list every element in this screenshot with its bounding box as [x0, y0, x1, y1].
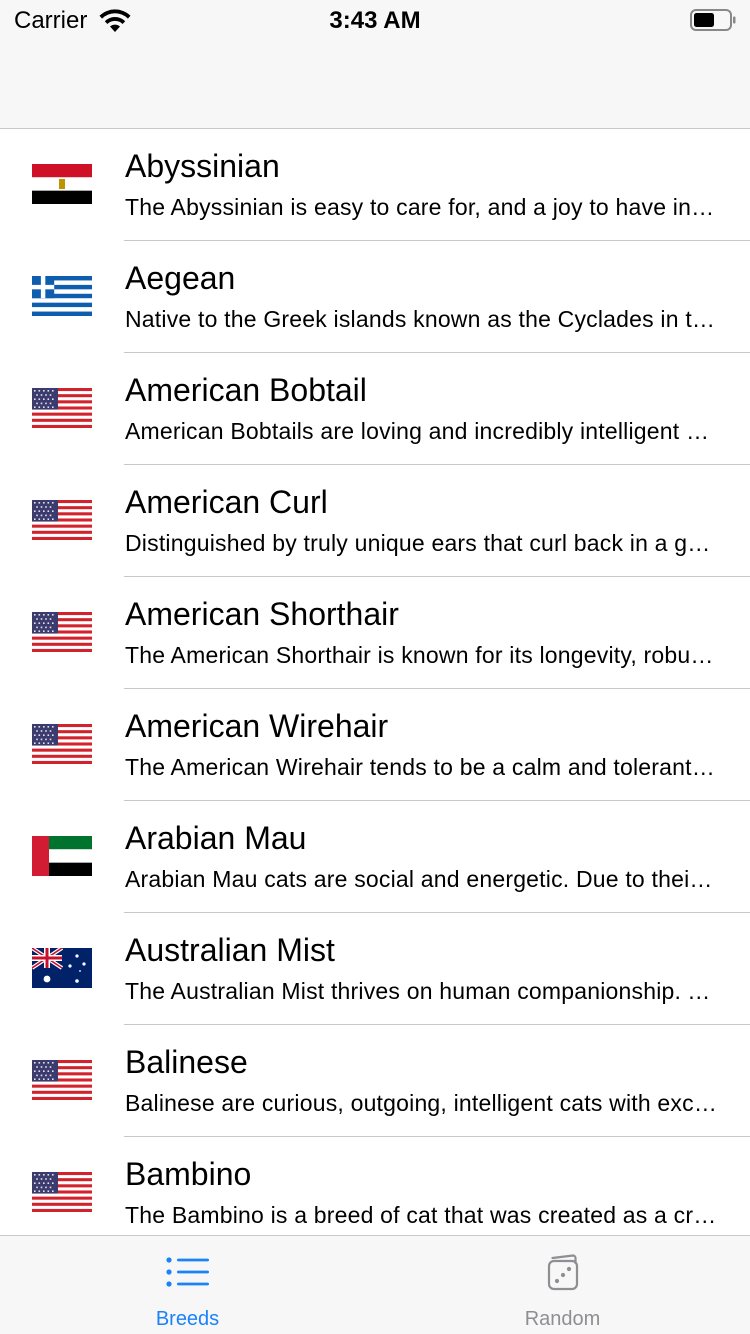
tab-label: Random [524, 1308, 601, 1330]
row-separator [124, 800, 750, 801]
breed-description: The American Wirehair tends to be a calm… [125, 754, 717, 780]
usa-flag-icon [32, 724, 92, 764]
breed-description: The American Shorthair is known for its … [125, 642, 717, 668]
australia-flag-icon [32, 948, 92, 988]
breed-name: American Bobtail [125, 372, 367, 408]
breed-name: Abyssinian [125, 148, 280, 184]
list-item[interactable]: Arabian Mau Arabian Mau cats are social … [0, 801, 750, 913]
usa-flag-icon [32, 1172, 92, 1212]
greece-flag-icon [32, 276, 92, 316]
row-separator [124, 688, 750, 689]
row-separator [124, 1024, 750, 1025]
egypt-flag-icon [32, 164, 92, 204]
list-item[interactable]: American Bobtail American Bobtails are l… [0, 353, 750, 465]
battery-icon [690, 9, 736, 31]
uae-flag-icon [32, 836, 92, 876]
wifi-icon [99, 9, 131, 32]
list-item[interactable]: American Wirehair The American Wirehair … [0, 689, 750, 801]
breed-description: Native to the Greek islands known as the… [125, 306, 717, 332]
list-item[interactable]: American Curl Distinguished by truly uni… [0, 465, 750, 577]
list-item[interactable]: Bambino The Bambino is a breed of cat th… [0, 1137, 750, 1235]
list-item[interactable]: Australian Mist The Australian Mist thri… [0, 913, 750, 1025]
dice-icon [547, 1254, 578, 1291]
breed-name: Arabian Mau [125, 820, 307, 856]
list-item[interactable]: Aegean Native to the Greek islands known… [0, 241, 750, 353]
tab-breeds[interactable]: Breeds [0, 1236, 375, 1334]
list-item[interactable]: American Shorthair The American Shorthai… [0, 577, 750, 689]
tab-random[interactable]: Random [375, 1236, 750, 1334]
breed-name: Bambino [125, 1156, 252, 1192]
usa-flag-icon [32, 612, 92, 652]
tab-label: Breeds [155, 1308, 220, 1330]
usa-flag-icon [32, 500, 92, 540]
breed-name: American Curl [125, 484, 328, 520]
navigation-bar [0, 0, 750, 129]
breed-description: The Australian Mist thrives on human com… [125, 978, 717, 1004]
breed-name: American Wirehair [125, 708, 389, 744]
tab-bar: Breeds Random [0, 1235, 750, 1334]
row-separator [124, 240, 750, 241]
usa-flag-icon [32, 388, 92, 428]
breed-name: Balinese [125, 1044, 248, 1080]
breeds-list[interactable]: Abyssinian The Abyssinian is easy to car… [0, 129, 750, 1235]
list-icon [165, 1257, 209, 1287]
row-separator [124, 352, 750, 353]
list-item[interactable]: Abyssinian The Abyssinian is easy to car… [0, 129, 750, 241]
breed-description: Balinese are curious, outgoing, intellig… [125, 1090, 717, 1116]
breed-description: Distinguished by truly unique ears that … [125, 530, 717, 556]
breed-description: The Abyssinian is easy to care for, and … [125, 194, 717, 220]
breed-name: Australian Mist [125, 932, 335, 968]
carrier-label: Carrier [14, 7, 88, 34]
breed-description: American Bobtails are loving and incredi… [125, 418, 717, 444]
row-separator [124, 912, 750, 913]
clock: 3:43 AM [329, 7, 421, 34]
list-item[interactable]: Balinese Balinese are curious, outgoing,… [0, 1025, 750, 1137]
breed-description: Arabian Mau cats are social and energeti… [125, 866, 717, 892]
row-separator [124, 464, 750, 465]
breed-name: American Shorthair [125, 596, 399, 632]
row-separator [124, 576, 750, 577]
usa-flag-icon [32, 1060, 92, 1100]
status-bar: Carrier 3:43 AM [0, 0, 750, 40]
row-separator [124, 1136, 750, 1137]
breed-description: The Bambino is a breed of cat that was c… [125, 1202, 717, 1228]
breed-name: Aegean [125, 260, 236, 296]
